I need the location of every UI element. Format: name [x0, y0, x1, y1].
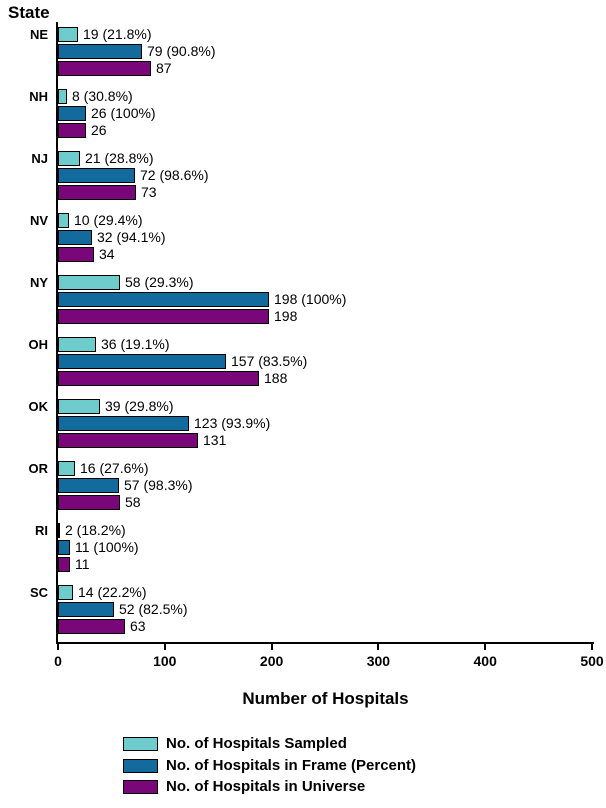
state-label: SC: [29, 585, 48, 600]
bar-value-label: 131: [203, 432, 227, 448]
bar-sc-sampled: [58, 585, 73, 600]
bar-ne-universe: [58, 61, 151, 76]
bar-value-label: 63: [130, 618, 146, 634]
state-label: NH: [29, 89, 48, 104]
bar-value-label: 26: [91, 122, 107, 138]
bar-nh-universe: [58, 123, 86, 138]
bar-nj-sampled: [58, 151, 80, 166]
bar-value-label: 52 (82.5%): [119, 601, 188, 617]
x-axis-tick: [163, 644, 166, 650]
legend-swatch: [123, 736, 158, 751]
bar-nj-universe: [58, 185, 136, 200]
bar-oh-universe: [58, 371, 259, 386]
bar-value-label: 32 (94.1%): [97, 229, 166, 245]
x-axis-tick-label: 200: [259, 653, 284, 669]
bar-value-label: 198 (100%): [274, 291, 347, 307]
x-axis-tick-label: 500: [580, 653, 604, 669]
legend-item: No. of Hospitals in Universe: [123, 779, 365, 794]
bar-ok-sampled: [58, 399, 100, 414]
bar-value-label: 16 (27.6%): [80, 460, 149, 476]
bar-value-label: 57 (98.3%): [124, 477, 193, 493]
bar-value-label: 198: [274, 308, 298, 324]
bar-value-label: 58: [125, 494, 141, 510]
y-axis-title: State: [8, 3, 50, 22]
bar-value-label: 157 (83.5%): [231, 353, 308, 369]
bar-oh-frame: [58, 354, 226, 369]
bar-value-label: 10 (29.4%): [74, 212, 143, 228]
x-axis-tick-label: 300: [366, 653, 391, 669]
bar-nv-sampled: [58, 213, 69, 228]
bar-ny-frame: [58, 292, 269, 307]
bar-ok-universe: [58, 433, 198, 448]
x-axis-tick-label: 400: [473, 653, 497, 669]
state-label: NE: [29, 27, 48, 42]
x-axis-line: [56, 642, 594, 644]
legend-item-label: No. of Hospitals in Universe: [166, 778, 366, 795]
x-axis-title: Number of Hospitals: [242, 689, 409, 708]
x-axis-tick: [270, 644, 273, 650]
bar-value-label: 87: [156, 60, 172, 76]
x-axis-tick: [57, 644, 59, 650]
state-label: OH: [28, 337, 49, 352]
bar-or-sampled: [58, 461, 75, 476]
state-label: OK: [28, 399, 49, 414]
bar-ne-sampled: [58, 27, 78, 42]
bar-ny-sampled: [58, 275, 120, 290]
state-label: OR: [28, 461, 49, 476]
bar-or-frame: [58, 478, 119, 493]
y-axis-line: [56, 22, 58, 644]
bar-ri-frame: [58, 540, 70, 555]
bar-ri-sampled: [58, 523, 60, 538]
bar-value-label: 34: [99, 246, 115, 262]
bar-nv-universe: [58, 247, 94, 262]
bar-nh-sampled: [58, 89, 67, 104]
bar-oh-sampled: [58, 337, 96, 352]
bar-nj-frame: [58, 168, 135, 183]
bar-value-label: 21 (28.8%): [85, 150, 154, 166]
bar-value-label: 11: [75, 556, 90, 572]
bar-value-label: 8 (30.8%): [72, 88, 133, 104]
bar-ri-universe: [58, 557, 70, 572]
bar-value-label: 14 (22.2%): [78, 584, 147, 600]
bar-ne-frame: [58, 44, 142, 59]
bar-value-label: 19 (21.8%): [83, 26, 152, 42]
bar-value-label: 36 (19.1%): [101, 336, 170, 352]
bar-or-universe: [58, 495, 120, 510]
legend-swatch: [123, 779, 158, 794]
bar-value-label: 79 (90.8%): [147, 43, 216, 59]
x-axis-tick-label: 100: [153, 653, 177, 669]
bar-nv-frame: [58, 230, 92, 245]
legend-item: No. of Hospitals Sampled: [123, 736, 347, 751]
bar-value-label: 26 (100%): [91, 105, 156, 121]
bar-value-label: 2 (18.2%): [65, 522, 126, 538]
legend-item: No. of Hospitals in Frame (Percent): [123, 758, 416, 773]
x-axis-tick: [591, 644, 593, 650]
legend-swatch: [123, 758, 158, 773]
bar-value-label: 188: [264, 370, 288, 386]
state-label: NJ: [31, 151, 48, 166]
bar-value-label: 123 (93.9%): [194, 415, 271, 431]
legend-item-label: No. of Hospitals Sampled: [166, 735, 347, 752]
bar-value-label: 58 (29.3%): [125, 274, 194, 290]
x-axis-tick: [484, 644, 487, 650]
bar-value-label: 11 (100%): [75, 539, 139, 555]
bar-ny-universe: [58, 309, 269, 324]
state-label: RI: [35, 523, 48, 538]
x-axis-tick: [377, 644, 380, 650]
bar-ok-frame: [58, 416, 189, 431]
state-label: NY: [29, 275, 48, 290]
x-axis-tick-label: 0: [54, 653, 62, 669]
bar-value-label: 72 (98.6%): [140, 167, 209, 183]
state-label: NV: [29, 213, 48, 228]
legend-item-label: No. of Hospitals in Frame (Percent): [166, 757, 417, 774]
bar-nh-frame: [58, 106, 86, 121]
bar-value-label: 39 (29.8%): [105, 398, 174, 414]
bar-value-label: 73: [141, 184, 157, 200]
bar-sc-frame: [58, 602, 114, 617]
bar-sc-universe: [58, 619, 125, 634]
